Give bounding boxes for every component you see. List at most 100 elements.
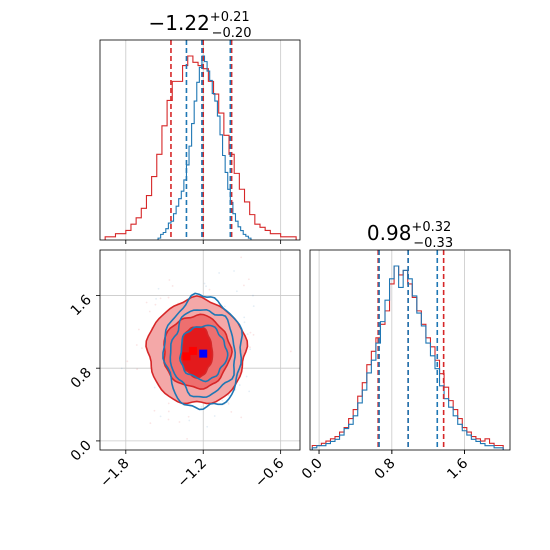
quantile-lines	[377, 250, 445, 450]
y-tick-label: 0.0	[68, 437, 95, 464]
axes-frame	[99, 39, 301, 241]
sample-point	[206, 425, 209, 428]
sample-point	[252, 294, 254, 297]
sample-point	[249, 346, 251, 349]
x-tick-label: −0.6	[252, 455, 287, 490]
grid	[318, 250, 465, 450]
y-tick-label: 0.8	[68, 365, 95, 392]
sample-point	[153, 409, 156, 412]
sample-point	[249, 348, 252, 351]
x-tick-label: −1.8	[97, 456, 132, 491]
y-ticks: 0.0 0.8 1.6	[68, 292, 100, 464]
sample-point	[153, 386, 156, 389]
sample-point	[155, 297, 157, 300]
sample-point	[159, 297, 162, 300]
contour-line	[178, 324, 229, 383]
contour-line	[162, 292, 244, 411]
panel-bottom-right-histogram: 0.0 0.8 1.6 0.98+0.32 −0.33	[299, 220, 511, 483]
sample-point	[178, 421, 181, 423]
sample-point	[227, 401, 229, 404]
x-tick-label: −1.2	[175, 456, 210, 491]
sample-point	[246, 333, 249, 336]
sample-point	[168, 279, 171, 281]
sample-point	[238, 384, 241, 386]
title-minus: −0.33	[413, 236, 453, 251]
quantile-lines	[170, 40, 233, 240]
sample-point	[227, 403, 230, 405]
sample-point	[136, 368, 139, 371]
axes-frame	[309, 249, 511, 451]
title-bottom-right: 0.98+0.32 −0.33	[367, 220, 453, 251]
sample-point	[167, 418, 170, 421]
sample-point	[148, 310, 151, 313]
sample-point	[145, 301, 148, 304]
title-median: −1.22	[149, 11, 210, 35]
sample-point	[126, 360, 129, 363]
sample-point	[135, 344, 138, 346]
sample-point	[188, 494, 190, 496]
histograms	[104, 55, 297, 240]
marker	[199, 349, 208, 358]
sample-point	[247, 278, 250, 281]
marker	[188, 346, 197, 355]
sample-point	[188, 419, 191, 422]
sample-point	[149, 422, 152, 425]
title-minus: −0.20	[212, 26, 252, 41]
histogram-step	[104, 55, 297, 240]
sample-point	[252, 305, 255, 308]
sample-point	[289, 350, 292, 353]
histogram-step	[157, 55, 252, 240]
sample-point	[120, 367, 123, 370]
sample-point	[235, 290, 238, 293]
sample-point	[208, 288, 211, 291]
x-tick-label: 0.0	[299, 456, 326, 483]
sample-point	[243, 316, 246, 319]
sample-point	[167, 296, 170, 299]
sample-point	[167, 410, 170, 413]
sample-point	[200, 406, 203, 408]
sample-point	[167, 402, 170, 405]
x-tick-label: 0.8	[372, 456, 399, 483]
sample-point	[243, 321, 246, 324]
sample-point	[243, 284, 245, 287]
panel-top-left-histogram: −1.22+0.21 −0.20	[99, 10, 301, 244]
sample-point	[240, 256, 243, 259]
markers	[182, 346, 208, 361]
sample-point	[223, 305, 226, 308]
sample-point	[218, 272, 221, 274]
sample-point	[137, 328, 140, 331]
sample-point	[171, 285, 174, 287]
title-plus: +0.21	[210, 10, 250, 25]
x-ticks: −1.8 −1.2 −0.6	[97, 450, 288, 491]
sample-point	[159, 415, 162, 418]
sample-point	[213, 415, 216, 417]
sample-point	[245, 375, 248, 378]
sample-point	[186, 438, 188, 440]
sample-point	[248, 390, 251, 393]
sample-point	[141, 347, 143, 350]
panel-bottom-left-contour: −1.8 −1.2 −0.6 0.0 0.8 1.6	[68, 249, 301, 496]
sample-point	[205, 285, 207, 288]
title-median: 0.98	[367, 221, 412, 245]
sample-point	[187, 415, 190, 418]
sample-point	[203, 282, 206, 285]
x-ticks: 0.0 0.8 1.6	[299, 450, 471, 483]
sample-point	[227, 394, 230, 397]
x-ticks	[125, 240, 282, 244]
title-top-left: −1.22+0.21 −0.20	[149, 10, 252, 41]
sample-point	[154, 303, 157, 306]
sample-point	[233, 270, 235, 272]
title-plus: +0.32	[411, 220, 451, 235]
sample-point	[230, 411, 233, 413]
axes-frame	[99, 249, 301, 451]
sample-point	[249, 331, 252, 334]
sample-point	[157, 287, 160, 290]
contour-line	[169, 308, 237, 399]
x-tick-label: 1.6	[444, 455, 471, 482]
sample-point	[252, 333, 255, 336]
y-tick-label: 1.6	[68, 292, 95, 319]
sample-point	[221, 399, 224, 402]
marker	[182, 352, 191, 361]
sample-point	[240, 416, 243, 419]
